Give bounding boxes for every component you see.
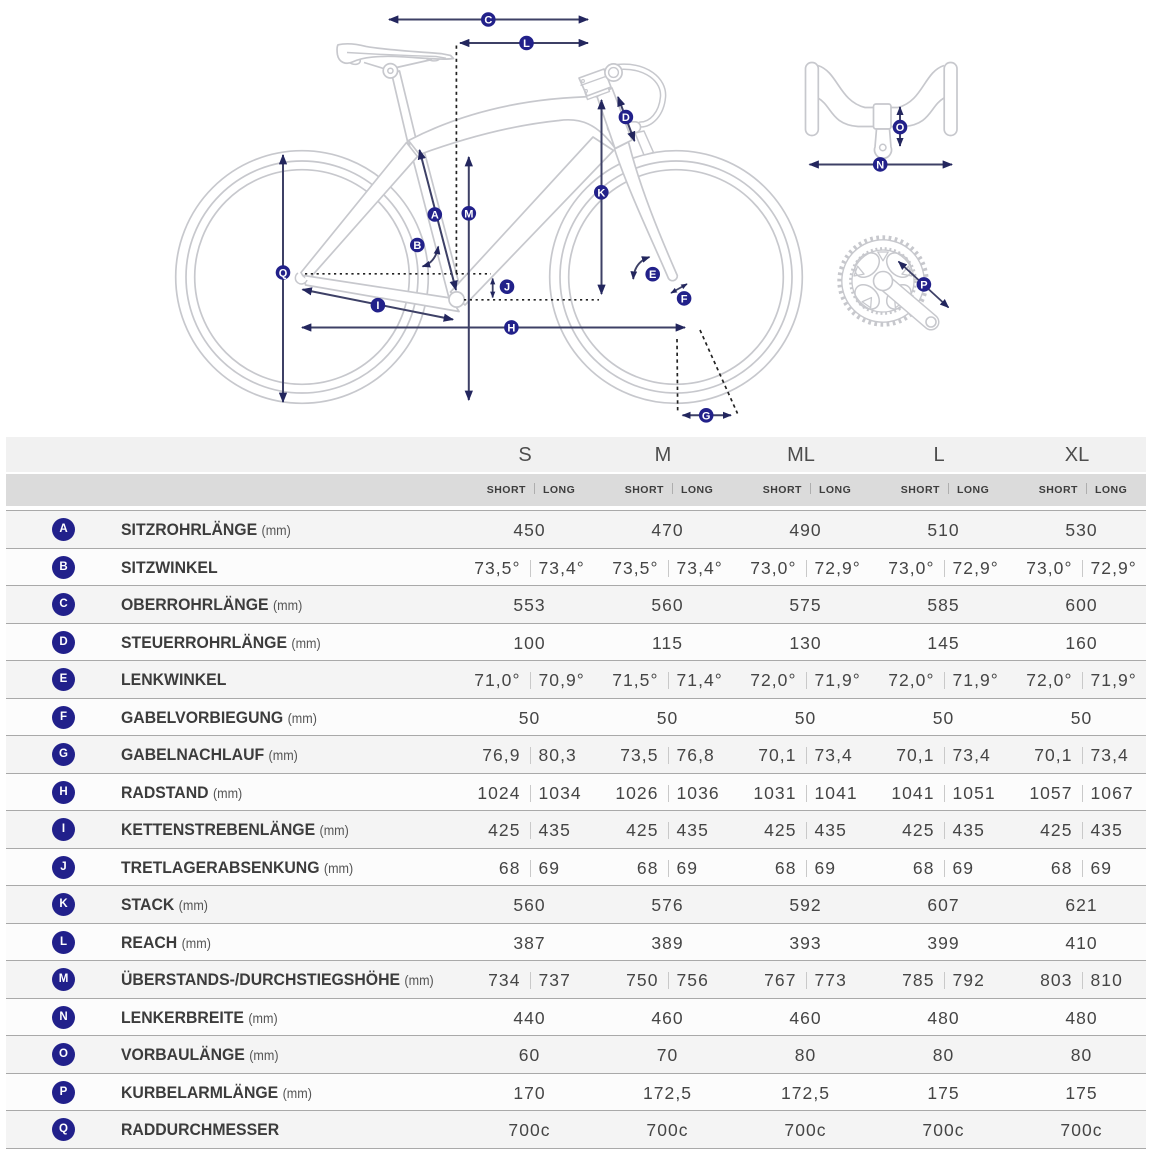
svg-text:F: F xyxy=(681,293,688,305)
svg-text:Q: Q xyxy=(279,268,288,280)
svg-text:N: N xyxy=(876,159,884,171)
svg-text:P: P xyxy=(920,279,927,291)
svg-text:O: O xyxy=(896,122,905,134)
svg-text:K: K xyxy=(597,187,605,199)
svg-text:A: A xyxy=(431,210,439,222)
svg-text:G: G xyxy=(702,410,711,422)
svg-text:B: B xyxy=(413,240,421,252)
svg-text:J: J xyxy=(504,282,510,294)
svg-text:I: I xyxy=(376,300,379,312)
svg-text:E: E xyxy=(649,269,656,281)
svg-text:L: L xyxy=(523,38,530,50)
svg-text:M: M xyxy=(464,208,473,220)
svg-text:C: C xyxy=(484,15,492,27)
svg-text:H: H xyxy=(507,322,515,334)
svg-text:D: D xyxy=(622,112,630,124)
